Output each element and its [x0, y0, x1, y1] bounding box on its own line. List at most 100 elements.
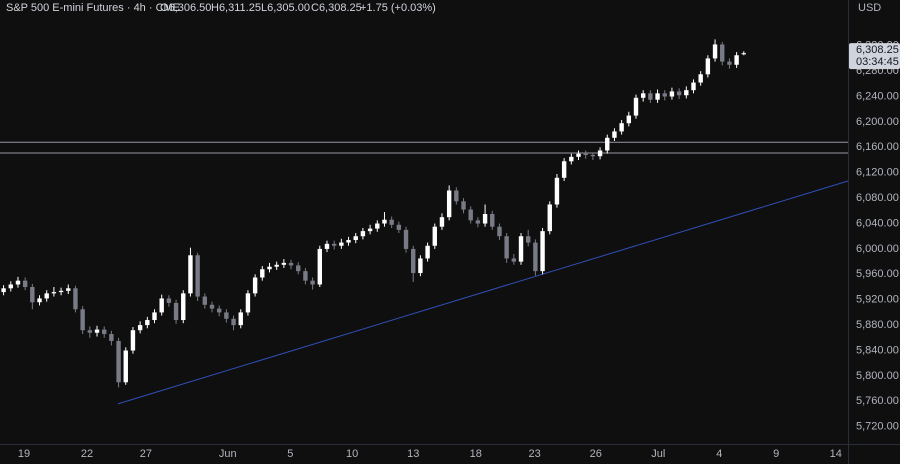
candle-body [267, 266, 272, 270]
candle-body [511, 258, 517, 262]
candle-body [80, 309, 85, 331]
candle-body [367, 228, 373, 232]
countdown: 03:34:45 [856, 56, 899, 68]
chart-title: S&P 500 E-mini Futures · 4h · CME [6, 2, 180, 14]
y-tick-label: 6,160.00 [856, 141, 899, 153]
candle-body [432, 226, 437, 246]
candle-body [123, 350, 128, 383]
candle-body [94, 329, 100, 333]
currency[interactable]: USD [858, 2, 881, 14]
candle-body [382, 219, 387, 224]
y-tick-label: 6,040.00 [856, 217, 899, 229]
candle-body [274, 264, 279, 267]
candle-body [195, 255, 200, 297]
candle-body [296, 265, 301, 272]
candle-body [482, 213, 488, 224]
candle-body [705, 58, 711, 75]
x-tick-label: 22 [81, 448, 93, 460]
candle-body [73, 288, 78, 310]
candle-body [712, 44, 718, 59]
candle-body [533, 242, 538, 272]
candle-body [102, 329, 107, 335]
change: +1.75 (+0.03%) [360, 2, 436, 14]
candle-body [554, 177, 560, 205]
candle-body [648, 93, 653, 100]
candle-body [202, 296, 208, 305]
candle-body [8, 284, 13, 289]
candle-body [66, 288, 71, 291]
candle-body [188, 255, 193, 294]
y-tick-label: 5,760.00 [856, 395, 899, 407]
candle-body [116, 340, 121, 383]
x-tick-label: 23 [529, 448, 541, 460]
x-tick-label: Jun [219, 448, 237, 460]
candle-body [303, 271, 308, 281]
candle-body [734, 55, 739, 65]
y-tick-label: 6,200.00 [856, 116, 899, 128]
candle-body [446, 190, 452, 218]
y-tick-label: 5,880.00 [856, 319, 899, 331]
currency-box [849, 0, 900, 18]
candle-body [655, 93, 660, 100]
candle-body [331, 243, 337, 246]
candle-body [569, 156, 574, 162]
candle-body [231, 318, 236, 326]
trend-line [117, 180, 849, 405]
x-tick-label: 10 [346, 448, 358, 460]
candle-body [360, 231, 366, 237]
candle-body [51, 292, 57, 294]
candle-body [288, 262, 294, 266]
candle-body [44, 293, 49, 299]
x-tick-label: 18 [470, 448, 482, 460]
candle-body [339, 242, 344, 246]
candle-body [281, 262, 287, 265]
candle-body [22, 280, 28, 288]
x-tick-label: 5 [287, 448, 293, 460]
candle-body [583, 153, 588, 155]
candle-body [497, 226, 502, 237]
candle-body [698, 74, 703, 83]
candle-body [137, 325, 143, 331]
candle-body [741, 53, 746, 55]
y-tick-label: 6,080.00 [856, 192, 899, 204]
candle-body [640, 93, 646, 98]
candle-body [353, 236, 358, 241]
candle-body [346, 240, 351, 243]
ohlc-close: C6,308.25 [311, 2, 362, 14]
candle-body [561, 161, 567, 178]
y-tick-label: 6,000.00 [856, 243, 899, 255]
candle-body [526, 236, 531, 243]
ohlc-high: H6,311.25 [211, 2, 261, 14]
candle-body [475, 220, 481, 224]
x-tick-label: 4 [716, 448, 722, 460]
candle-body [389, 219, 394, 225]
plot-area [0, 39, 849, 405]
candle-body [130, 330, 136, 351]
y-tick-label: 5,720.00 [856, 421, 899, 433]
candle-body [58, 290, 64, 293]
candle-body [15, 280, 21, 285]
y-tick-label: 5,840.00 [856, 344, 899, 356]
candle-body [626, 115, 632, 124]
x-tick-label: 14 [830, 448, 842, 460]
candle-body [252, 277, 258, 294]
candle-body [166, 298, 172, 303]
candle-body [145, 320, 150, 326]
candle-body [461, 201, 466, 210]
x-tick-label: 26 [590, 448, 602, 460]
y-tick-label: 5,800.00 [856, 370, 899, 382]
candle-body [310, 280, 315, 285]
candle-body [684, 90, 689, 96]
candle-body [662, 93, 667, 97]
candle-body [159, 298, 164, 313]
candle-body [224, 312, 229, 319]
last-price-box [849, 43, 900, 70]
x-tick-label: 9 [773, 448, 779, 460]
candle-body [605, 137, 610, 151]
candle-body [317, 248, 322, 285]
x-tick-label: 27 [140, 448, 152, 460]
axes: 5,720.00 5,760.00 5,800.00 5,840.00 5,880.00… [18, 40, 900, 460]
candle-body [590, 154, 596, 157]
